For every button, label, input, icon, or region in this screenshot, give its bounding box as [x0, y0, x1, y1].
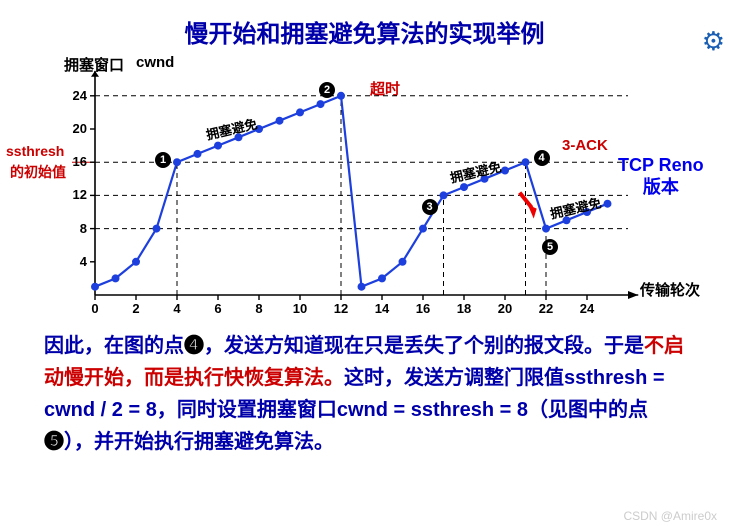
chart-plot: [0, 0, 729, 330]
badge-4: 4: [534, 150, 550, 166]
desc-t2: ，发送方知道现在只是丢失了个别的报文段。于是: [204, 335, 644, 357]
desc-t1: 因此，在图的点: [44, 335, 184, 357]
ytick-4: 4: [57, 254, 87, 269]
xtick-14: 14: [370, 301, 394, 316]
desc-t5: （见图中的点: [528, 399, 648, 421]
desc-t4: ，同时设置拥塞窗口: [157, 399, 337, 421]
xtick-4: 4: [165, 301, 189, 316]
badge-5: 5: [542, 239, 558, 255]
xtick-22: 22: [534, 301, 558, 316]
badge-2: 2: [319, 82, 335, 98]
desc-badge-4: ❹: [184, 335, 204, 357]
ytick-12: 12: [57, 187, 87, 202]
xtick-10: 10: [288, 301, 312, 316]
xtick-6: 6: [206, 301, 230, 316]
xtick-0: 0: [83, 301, 107, 316]
xtick-20: 20: [493, 301, 517, 316]
xtick-2: 2: [124, 301, 148, 316]
xtick-8: 8: [247, 301, 271, 316]
badge-3: 3: [422, 199, 438, 215]
watermark: CSDN @Amire0x: [623, 509, 717, 523]
xtick-16: 16: [411, 301, 435, 316]
xtick-12: 12: [329, 301, 353, 316]
desc-eq2: cwnd = ssthresh = 8: [337, 399, 528, 421]
description-paragraph: 因此，在图的点❹，发送方知道现在只是丢失了个别的报文段。于是不启动慢开始，而是执…: [44, 330, 694, 458]
ytick-16: 16: [57, 154, 87, 169]
desc-badge-5: ❺: [44, 431, 64, 453]
desc-t3: 这时，发送方调整门限值: [344, 367, 564, 389]
xtick-24: 24: [575, 301, 599, 316]
ytick-20: 20: [57, 121, 87, 136]
xtick-18: 18: [452, 301, 476, 316]
ytick-8: 8: [57, 221, 87, 236]
desc-t6: ），并开始执行拥塞避免算法。: [64, 431, 334, 453]
ytick-24: 24: [57, 88, 87, 103]
